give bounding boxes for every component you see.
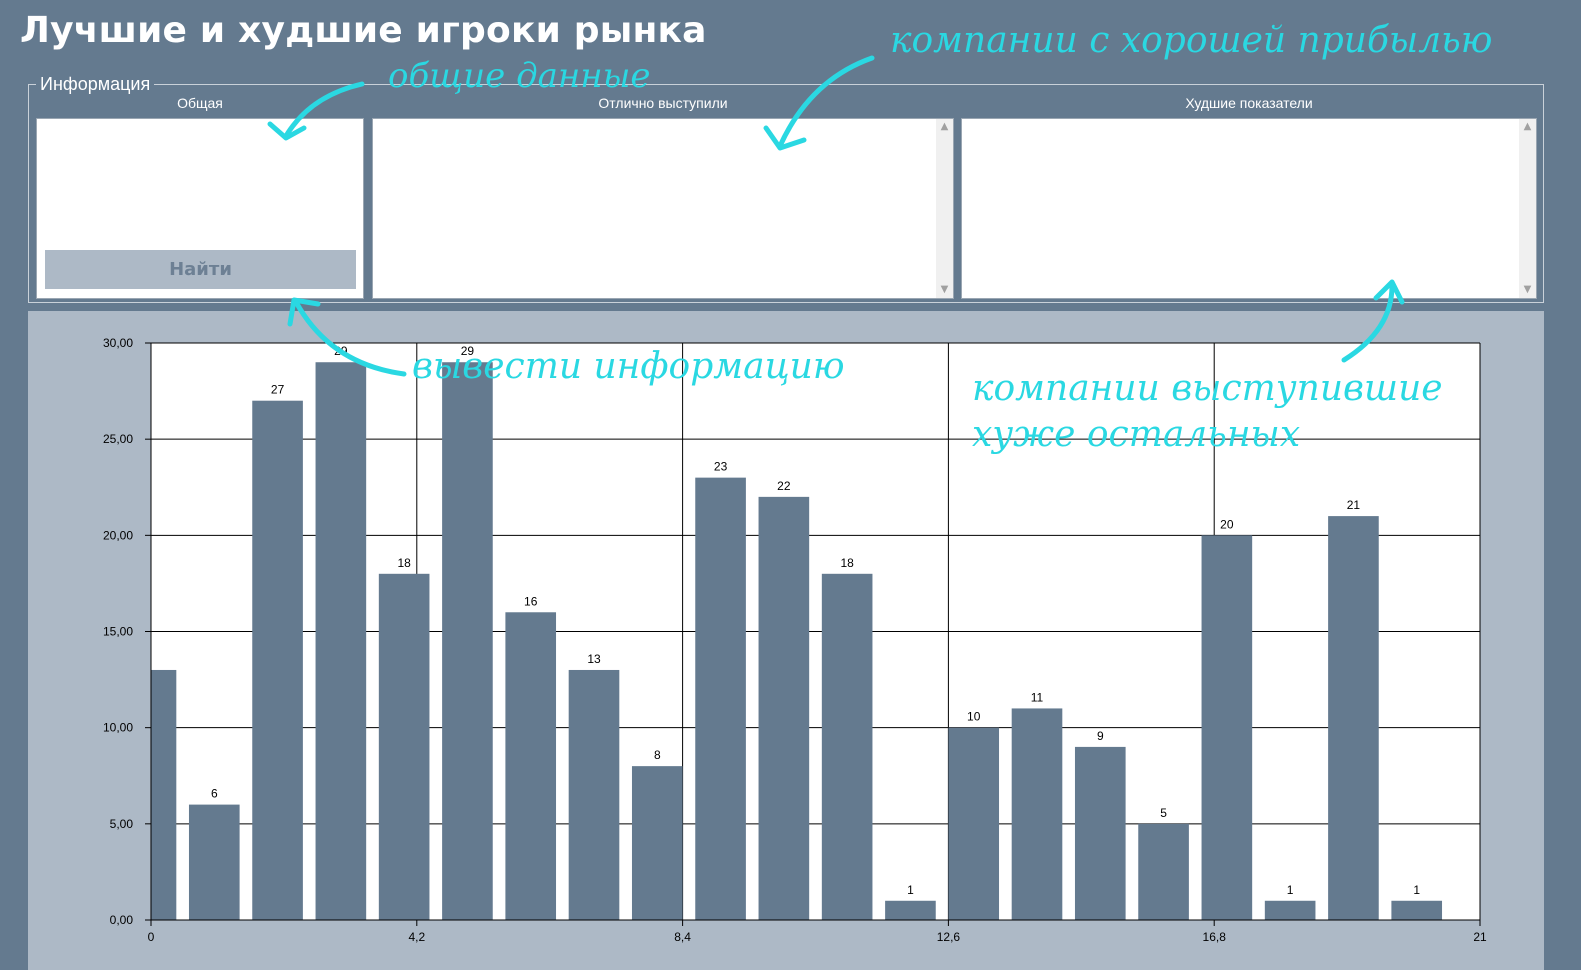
bar-value-label: 22 (777, 479, 791, 493)
x-tick-label: 8,4 (674, 930, 691, 944)
bar-value-label: 11 (1031, 690, 1044, 704)
worst-performers-textbox[interactable]: ▲ ▼ (961, 118, 1537, 299)
bar (1264, 900, 1316, 920)
worst-performers-scrollbar[interactable]: ▲ ▼ (1519, 119, 1536, 298)
bar (885, 900, 936, 920)
y-tick-label: 15,00 (103, 625, 133, 639)
bar (378, 573, 430, 920)
bar-value-label: 1 (907, 883, 914, 897)
best-column-label: Отлично выступили (598, 95, 728, 111)
x-tick-label: 21 (1473, 930, 1487, 944)
bar-value-label: 1 (1287, 883, 1294, 897)
bar-value-label: 10 (967, 710, 981, 724)
bar-value-label: 18 (397, 556, 411, 570)
general-column-label: Общая (177, 95, 223, 111)
bar-value-label: 29 (334, 344, 348, 358)
scroll-down-icon[interactable]: ▼ (940, 284, 949, 295)
annotation-general-data: общие данные (388, 56, 651, 96)
scroll-down-icon[interactable]: ▼ (1523, 284, 1532, 295)
annotation-show-info: вывести информацию (412, 346, 845, 387)
bar-value-label: 5 (1160, 806, 1167, 820)
x-tick-label: 4,2 (408, 930, 425, 944)
x-tick-label: 0 (148, 930, 155, 944)
bar-value-label: 23 (714, 460, 728, 474)
y-tick-label: 25,00 (103, 432, 133, 446)
find-button[interactable]: Найти (45, 250, 356, 289)
bar (1074, 746, 1126, 920)
y-tick-label: 0,00 (110, 913, 134, 927)
scroll-up-icon[interactable]: ▲ (940, 121, 949, 132)
bar-value-label: 29 (461, 344, 475, 358)
bar-value-label: 8 (654, 748, 661, 762)
bar (151, 669, 177, 920)
annotation-worst-line2: хуже остальных (972, 414, 1301, 455)
bar (1201, 535, 1253, 920)
bar (948, 727, 1000, 920)
bar (442, 362, 493, 920)
bar (505, 612, 557, 920)
bar (1011, 708, 1063, 920)
x-tick-label: 16,8 (1203, 930, 1227, 944)
scroll-up-icon[interactable]: ▲ (1523, 121, 1532, 132)
bar (568, 669, 620, 920)
bar-value-label: 27 (271, 383, 285, 397)
bar (1328, 516, 1379, 920)
bar-value-label: 18 (840, 556, 854, 570)
info-group-legend: Информация (36, 74, 155, 95)
bar (695, 477, 746, 920)
bar (1391, 900, 1443, 920)
x-tick-label: 12,6 (937, 930, 961, 944)
bar-value-label: 9 (1097, 729, 1104, 743)
bar (821, 573, 873, 920)
bar (1138, 823, 1189, 920)
y-tick-label: 20,00 (103, 528, 133, 542)
worst-column-label: Худшие показатели (1185, 95, 1313, 111)
best-performers-scrollbar[interactable]: ▲ ▼ (936, 119, 953, 298)
bar (315, 362, 367, 920)
bar (758, 496, 810, 920)
y-tick-label: 10,00 (103, 721, 133, 735)
bar-value-label: 1 (1413, 883, 1420, 897)
annotation-good-profit: компании с хорошей прибылью (890, 20, 1493, 61)
bar-value-label: 6 (211, 787, 218, 801)
bar-value-label: 16 (524, 594, 538, 608)
bar-value-label: 20 (1220, 517, 1234, 531)
page-title: Лучшие и худшие игроки рынка (20, 10, 707, 51)
y-tick-label: 5,00 (110, 817, 134, 831)
bar-value-label: 21 (1347, 498, 1361, 512)
bar (252, 400, 303, 920)
y-tick-label: 30,00 (103, 336, 133, 350)
bar-value-label: 13 (587, 652, 601, 666)
bar (188, 804, 240, 920)
annotation-worst-line1: компании выступившие (972, 368, 1443, 409)
bar (631, 766, 683, 920)
